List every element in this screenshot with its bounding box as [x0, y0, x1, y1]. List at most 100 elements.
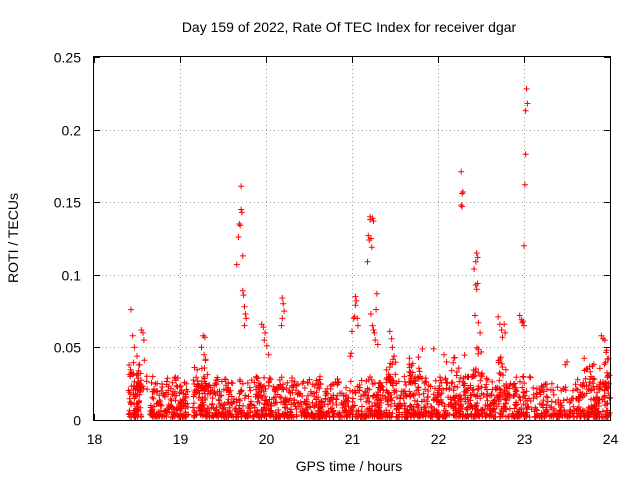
data-point [595, 403, 602, 409]
data-point [280, 381, 286, 388]
data-point [459, 379, 466, 385]
data-point [276, 384, 283, 391]
data-point [495, 359, 502, 366]
data-point [448, 367, 455, 374]
data-point [198, 344, 205, 351]
data-point [279, 295, 286, 301]
data-point [136, 361, 143, 368]
data-point [349, 395, 356, 402]
data-point [453, 406, 459, 413]
data-point [366, 386, 373, 393]
data-point [278, 399, 284, 406]
data-point [126, 362, 133, 368]
data-point [333, 401, 340, 408]
data-point [348, 350, 355, 357]
data-point [478, 390, 485, 397]
data-point [178, 399, 184, 406]
data-point [583, 366, 590, 373]
data-point [462, 389, 469, 396]
data-point [133, 400, 140, 407]
data-point [601, 393, 608, 400]
data-point [530, 395, 537, 402]
data-point [428, 403, 435, 410]
data-point [343, 393, 349, 400]
data-point [393, 394, 400, 401]
data-point [209, 395, 216, 402]
data-point [349, 328, 355, 335]
data-point [601, 386, 608, 393]
data-point [450, 412, 457, 419]
data-point [272, 399, 279, 406]
data-point [543, 402, 550, 409]
data-point [208, 413, 215, 420]
data-point [470, 373, 477, 380]
data-point [419, 345, 426, 352]
data-point [441, 351, 447, 358]
data-point [454, 384, 461, 391]
data-point [391, 389, 398, 396]
data-point [478, 410, 485, 417]
data-point [533, 393, 540, 400]
data-point [490, 400, 497, 407]
data-point [279, 315, 286, 322]
data-point [349, 389, 356, 395]
data-point [183, 380, 190, 387]
data-point [533, 390, 540, 397]
data-point [154, 380, 161, 387]
y-tick-label: 0 [73, 413, 81, 429]
data-point [163, 378, 170, 385]
data-point [190, 400, 197, 407]
data-point [355, 322, 361, 329]
data-point [345, 403, 352, 409]
data-point [586, 382, 592, 389]
y-axis-title: ROTI / TECUs [5, 193, 21, 283]
data-point [363, 412, 370, 419]
data-point [430, 396, 437, 403]
data-point [176, 383, 183, 390]
data-point [511, 392, 518, 399]
data-point [577, 408, 584, 415]
data-point [406, 403, 413, 410]
data-point [467, 384, 474, 391]
data-point [202, 357, 209, 364]
data-point [352, 293, 359, 300]
data-point [367, 406, 373, 413]
data-point [272, 409, 279, 416]
data-point [512, 402, 519, 409]
data-point [578, 391, 584, 398]
y-tick-label: 0.05 [54, 340, 81, 356]
data-point [430, 345, 437, 352]
data-point [566, 414, 572, 421]
data-point [520, 318, 527, 325]
data-point [550, 391, 557, 398]
data-point [573, 413, 580, 420]
data-point [483, 375, 490, 382]
data-point [586, 363, 593, 370]
data-point [235, 234, 242, 240]
data-point [137, 387, 143, 394]
data-point [173, 392, 180, 399]
data-point [473, 286, 480, 293]
data-point [163, 412, 170, 419]
data-point [544, 394, 551, 401]
data-point [178, 387, 185, 394]
data-point [313, 389, 320, 396]
data-point [514, 414, 521, 420]
data-point [352, 302, 359, 309]
data-point [218, 378, 225, 385]
data-point [222, 376, 229, 383]
data-point [223, 382, 229, 389]
data-point [254, 374, 261, 381]
data-point [587, 368, 594, 375]
data-point [213, 377, 220, 384]
data-point [522, 392, 529, 399]
data-point [293, 387, 299, 394]
data-point [439, 400, 446, 407]
data-point [147, 402, 154, 409]
data-point [487, 410, 494, 417]
data-point [540, 397, 547, 404]
data-point [302, 400, 309, 407]
data-point [295, 381, 302, 388]
data-point [326, 398, 333, 405]
data-point [475, 319, 482, 326]
